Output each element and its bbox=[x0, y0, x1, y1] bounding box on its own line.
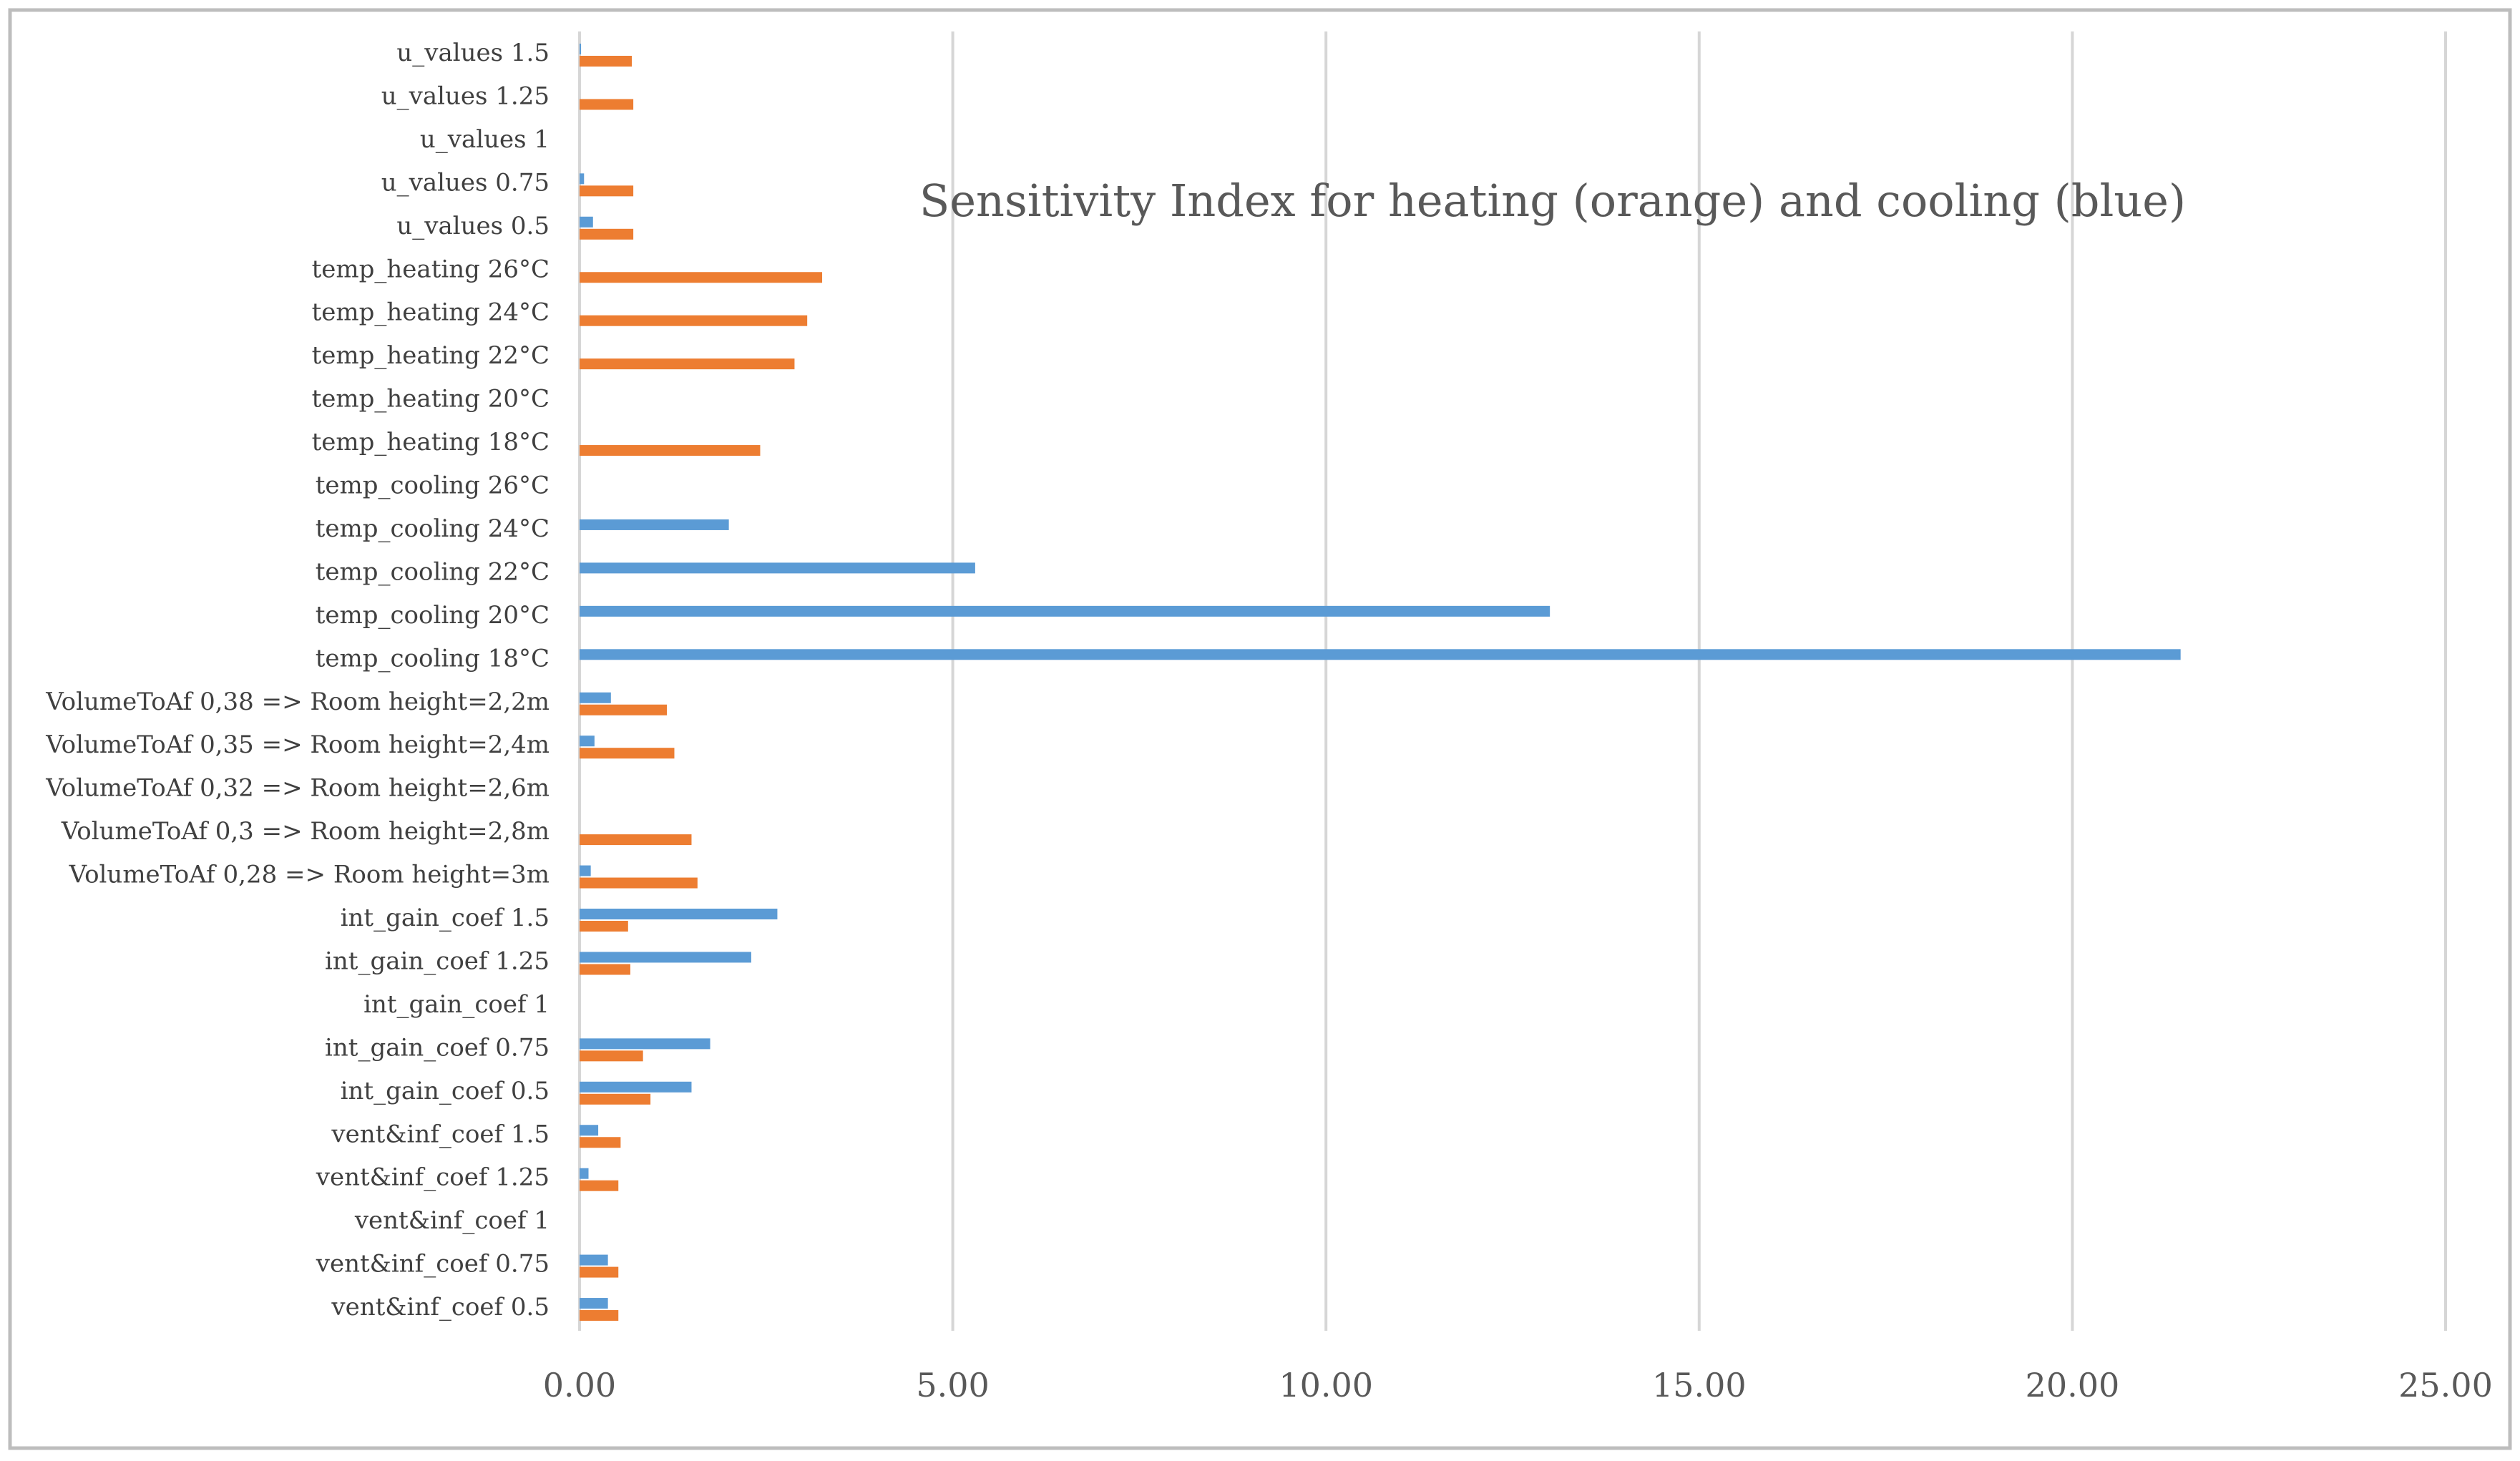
category-label: VolumeToAf 0,3 => Room height=2,8m bbox=[61, 817, 550, 846]
chart-frame bbox=[8, 8, 2512, 1450]
heating-bar bbox=[580, 1266, 619, 1278]
category-label: temp_heating 22°C bbox=[312, 341, 550, 370]
chart-title: Sensitivity Index for heating (orange) a… bbox=[919, 175, 2186, 227]
cooling-bar bbox=[580, 1298, 608, 1309]
cooling-bar bbox=[580, 1125, 599, 1136]
x-tick-labels: 0.00 5.00 10.00 15.00 20.00 25.00 bbox=[543, 1366, 2493, 1404]
heating-bar bbox=[580, 445, 761, 456]
cooling-bar bbox=[580, 562, 975, 574]
category-label: vent&inf_coef 0.5 bbox=[331, 1293, 550, 1321]
cooling-bar bbox=[580, 1081, 692, 1093]
heating-bar bbox=[580, 704, 668, 715]
heating-bar bbox=[580, 1310, 619, 1321]
category-label: temp_cooling 22°C bbox=[316, 557, 550, 586]
category-label: temp_heating 20°C bbox=[312, 385, 550, 414]
category-label: vent&inf_coef 0.75 bbox=[316, 1250, 550, 1279]
heating-bar bbox=[580, 358, 795, 370]
category-label: temp_heating 24°C bbox=[312, 298, 550, 327]
category-label: int_gain_coef 1.25 bbox=[325, 947, 550, 975]
cooling-bar bbox=[580, 1038, 710, 1050]
x-tick-label: 25.00 bbox=[2398, 1366, 2493, 1404]
cooling-bar bbox=[580, 692, 611, 703]
category-label: int_gain_coef 0.5 bbox=[341, 1077, 550, 1105]
heating-bar bbox=[580, 185, 634, 197]
cooling-bar bbox=[580, 44, 582, 54]
category-label: temp_cooling 26°C bbox=[316, 471, 550, 500]
heating-bar bbox=[580, 1137, 621, 1148]
category-label: VolumeToAf 0,32 => Room height=2,6m bbox=[45, 774, 550, 803]
x-tick-label: 15.00 bbox=[1652, 1366, 1747, 1404]
category-label: vent&inf_coef 1.25 bbox=[316, 1163, 550, 1192]
gridlines bbox=[578, 31, 2447, 1331]
heating-bar bbox=[580, 228, 634, 240]
category-labels: u_values 1.5 u_values 1.25 u_values 1 u_val… bbox=[45, 39, 550, 1321]
x-tick-label: 5.00 bbox=[916, 1366, 989, 1404]
cooling-bar bbox=[580, 909, 778, 919]
heating-bar bbox=[580, 748, 675, 759]
x-tick-label: 10.00 bbox=[1279, 1366, 1373, 1404]
category-label: vent&inf_coef 1 bbox=[354, 1206, 550, 1235]
cooling-bar bbox=[580, 736, 595, 747]
category-label: temp_heating 18°C bbox=[312, 428, 550, 456]
category-label: int_gain_coef 0.75 bbox=[325, 1033, 550, 1062]
bars bbox=[580, 44, 2181, 1321]
category-label: temp_cooling 20°C bbox=[316, 601, 550, 630]
heating-bar bbox=[580, 1050, 643, 1062]
x-tick-label: 20.00 bbox=[2026, 1366, 2120, 1404]
category-label: u_values 0.75 bbox=[381, 168, 550, 197]
cooling-bar bbox=[580, 1168, 589, 1179]
heating-bar bbox=[580, 56, 633, 67]
cooling-bar bbox=[580, 519, 729, 530]
heating-bar bbox=[580, 1093, 651, 1105]
category-label: temp_heating 26°C bbox=[312, 255, 550, 283]
x-tick-label: 0.00 bbox=[543, 1366, 616, 1404]
category-label: u_values 1 bbox=[420, 125, 550, 154]
heating-bar bbox=[580, 315, 808, 326]
cooling-bar bbox=[580, 649, 2181, 660]
heating-bar bbox=[580, 964, 630, 975]
cooling-bar bbox=[580, 173, 585, 185]
cooling-bar bbox=[580, 216, 593, 228]
heating-bar bbox=[580, 834, 692, 846]
heating-bar bbox=[580, 272, 823, 283]
cooling-bar bbox=[580, 865, 591, 876]
category-label: temp_cooling 24°C bbox=[316, 514, 550, 543]
cooling-bar bbox=[580, 952, 751, 963]
heating-bar bbox=[580, 1180, 619, 1191]
category-label: vent&inf_coef 1.5 bbox=[331, 1120, 550, 1148]
category-label: u_values 1.25 bbox=[381, 82, 550, 110]
heating-bar bbox=[580, 921, 628, 932]
category-label: u_values 1.5 bbox=[396, 39, 550, 67]
cooling-bar bbox=[580, 605, 1550, 617]
cooling-bar bbox=[580, 1254, 608, 1266]
category-label: int_gain_coef 1 bbox=[363, 990, 550, 1019]
category-label: u_values 0.5 bbox=[396, 212, 550, 240]
category-label: VolumeToAf 0,28 => Room height=3m bbox=[69, 861, 550, 889]
heating-bar bbox=[580, 99, 634, 110]
heating-bar bbox=[580, 877, 698, 889]
category-label: int_gain_coef 1.5 bbox=[341, 904, 550, 932]
category-label: VolumeToAf 0,35 => Room height=2,4m bbox=[45, 730, 550, 759]
category-label: temp_cooling 18°C bbox=[316, 644, 550, 673]
category-label: VolumeToAf 0,38 => Room height=2,2m bbox=[45, 688, 550, 716]
